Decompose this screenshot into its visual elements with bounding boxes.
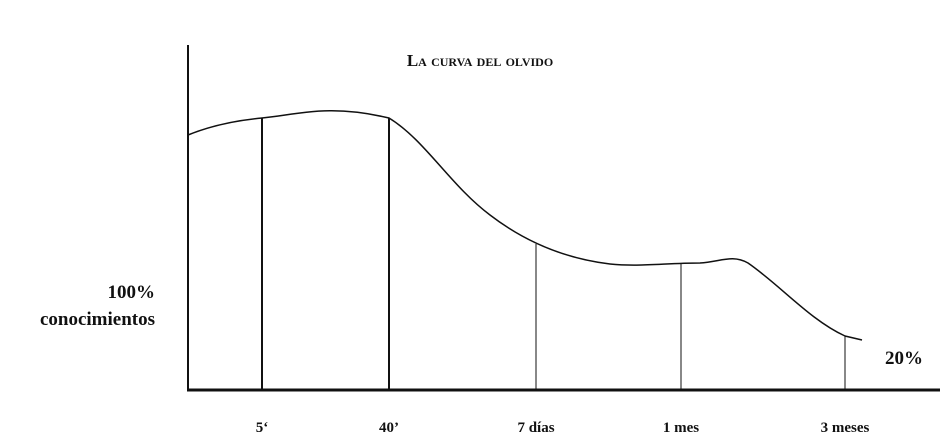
x-label: 3 meses <box>821 420 870 436</box>
x-label: 5‘ <box>256 420 269 436</box>
x-label: 40’ <box>379 420 399 436</box>
y-label: 100% <box>108 282 156 303</box>
y-label: conocimientos <box>40 309 155 330</box>
x-label: 7 días <box>517 420 554 436</box>
title: La curva del olvido <box>407 51 553 70</box>
end-label: 20% <box>885 348 923 369</box>
forgetting-curve <box>187 110 863 341</box>
x-label: 1 mes <box>663 420 699 436</box>
